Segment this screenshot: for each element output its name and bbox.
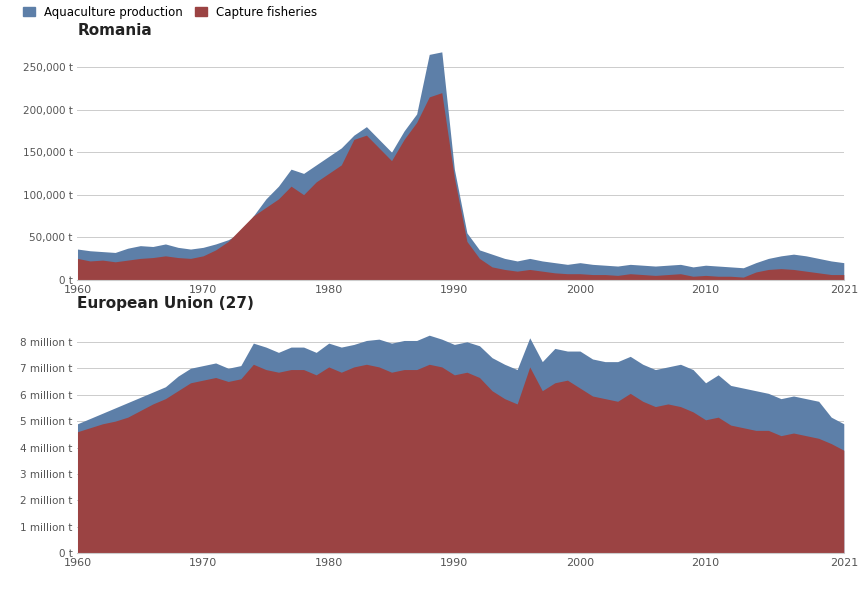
Text: European Union (27): European Union (27) (77, 296, 254, 311)
Text: Romania: Romania (77, 23, 152, 37)
Legend: Aquaculture production, Capture fisheries: Aquaculture production, Capture fisherie… (23, 6, 318, 19)
